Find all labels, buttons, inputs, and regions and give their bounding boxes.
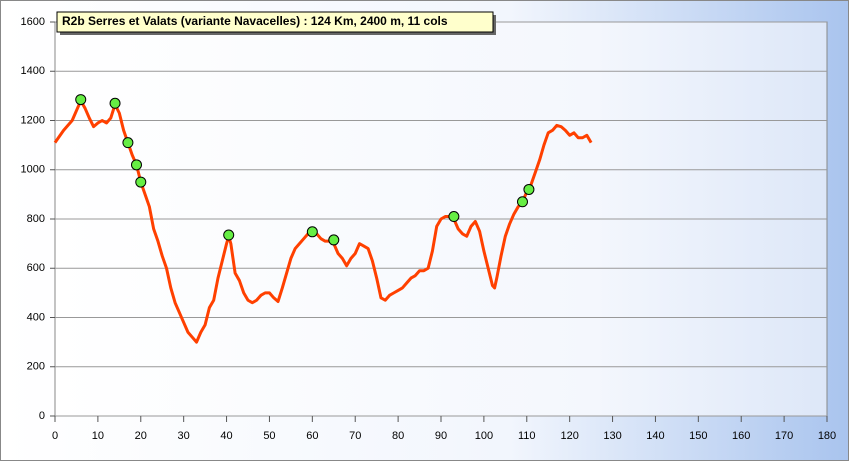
x-tick-label: 50 [263,430,275,442]
x-tick-label: 60 [306,430,318,442]
x-tick-label: 170 [775,430,793,442]
x-tick-label: 70 [349,430,361,442]
x-tick-label: 150 [689,430,707,442]
x-tick-label: 120 [560,430,578,442]
y-tick-label: 400 [27,311,45,323]
y-tick-label: 600 [27,262,45,274]
x-tick-label: 80 [392,430,404,442]
col-marker [306,226,318,238]
y-tick-label: 1200 [21,114,45,126]
x-tick-label: 10 [92,430,104,442]
col-marker [122,137,134,149]
col-marker [223,229,235,241]
x-tick-label: 30 [178,430,190,442]
x-tick-label: 160 [732,430,750,442]
x-tick-label: 110 [518,430,536,442]
x-tick-label: 100 [475,430,493,442]
x-tick-label: 140 [646,430,664,442]
col-marker [109,97,121,109]
col-marker [516,196,528,208]
x-tick-label: 90 [435,430,447,442]
chart-title: R2b Serres et Valats (variante Navacelle… [62,14,448,28]
col-marker [523,183,535,195]
col-marker [328,234,340,246]
y-tick-label: 1400 [21,65,45,77]
col-marker [130,159,142,171]
title-box [56,11,494,33]
y-tick-label: 0 [39,410,45,422]
y-tick-label: 800 [27,213,45,225]
col-marker [448,211,460,223]
y-tick-label: 200 [27,361,45,373]
y-tick-label: 1000 [21,164,45,176]
x-tick-label: 20 [135,430,147,442]
x-tick-label: 40 [220,430,232,442]
x-tick-label: 0 [52,430,58,442]
x-tick-label: 130 [603,430,621,442]
col-marker [75,94,87,106]
col-marker [135,176,147,188]
y-tick-label: 1600 [21,16,45,28]
x-tick-label: 180 [818,430,836,442]
